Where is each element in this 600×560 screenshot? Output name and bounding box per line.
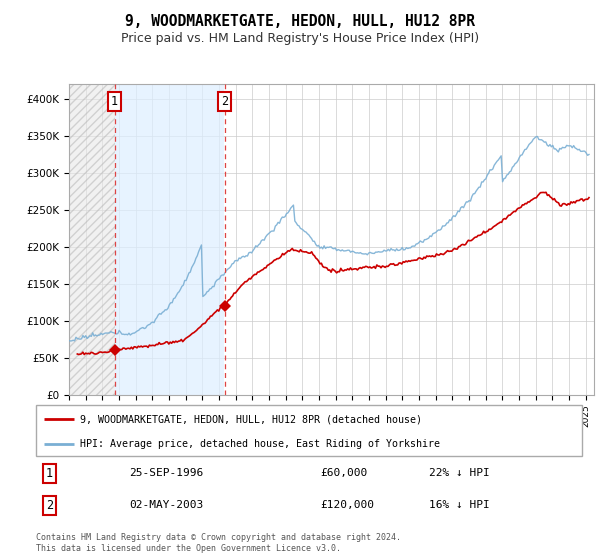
Text: 16% ↓ HPI: 16% ↓ HPI bbox=[429, 501, 490, 510]
Text: HPI: Average price, detached house, East Riding of Yorkshire: HPI: Average price, detached house, East… bbox=[80, 438, 440, 449]
Text: 1: 1 bbox=[46, 466, 53, 480]
Bar bbox=[115, 84, 224, 395]
Text: Contains HM Land Registry data © Crown copyright and database right 2024.
This d: Contains HM Land Registry data © Crown c… bbox=[36, 533, 401, 553]
Text: £120,000: £120,000 bbox=[320, 501, 374, 510]
Text: 2: 2 bbox=[221, 95, 228, 108]
Text: 9, WOODMARKETGATE, HEDON, HULL, HU12 8PR (detached house): 9, WOODMARKETGATE, HEDON, HULL, HU12 8PR… bbox=[80, 414, 422, 424]
Bar bbox=[69, 84, 115, 395]
Text: 02-MAY-2003: 02-MAY-2003 bbox=[129, 501, 203, 510]
Text: 9, WOODMARKETGATE, HEDON, HULL, HU12 8PR: 9, WOODMARKETGATE, HEDON, HULL, HU12 8PR bbox=[125, 14, 475, 29]
Text: Price paid vs. HM Land Registry's House Price Index (HPI): Price paid vs. HM Land Registry's House … bbox=[121, 32, 479, 45]
Text: 25-SEP-1996: 25-SEP-1996 bbox=[129, 468, 203, 478]
Text: 1: 1 bbox=[111, 95, 118, 108]
Text: 22% ↓ HPI: 22% ↓ HPI bbox=[429, 468, 490, 478]
Text: £60,000: £60,000 bbox=[320, 468, 367, 478]
Text: 2: 2 bbox=[46, 499, 53, 512]
